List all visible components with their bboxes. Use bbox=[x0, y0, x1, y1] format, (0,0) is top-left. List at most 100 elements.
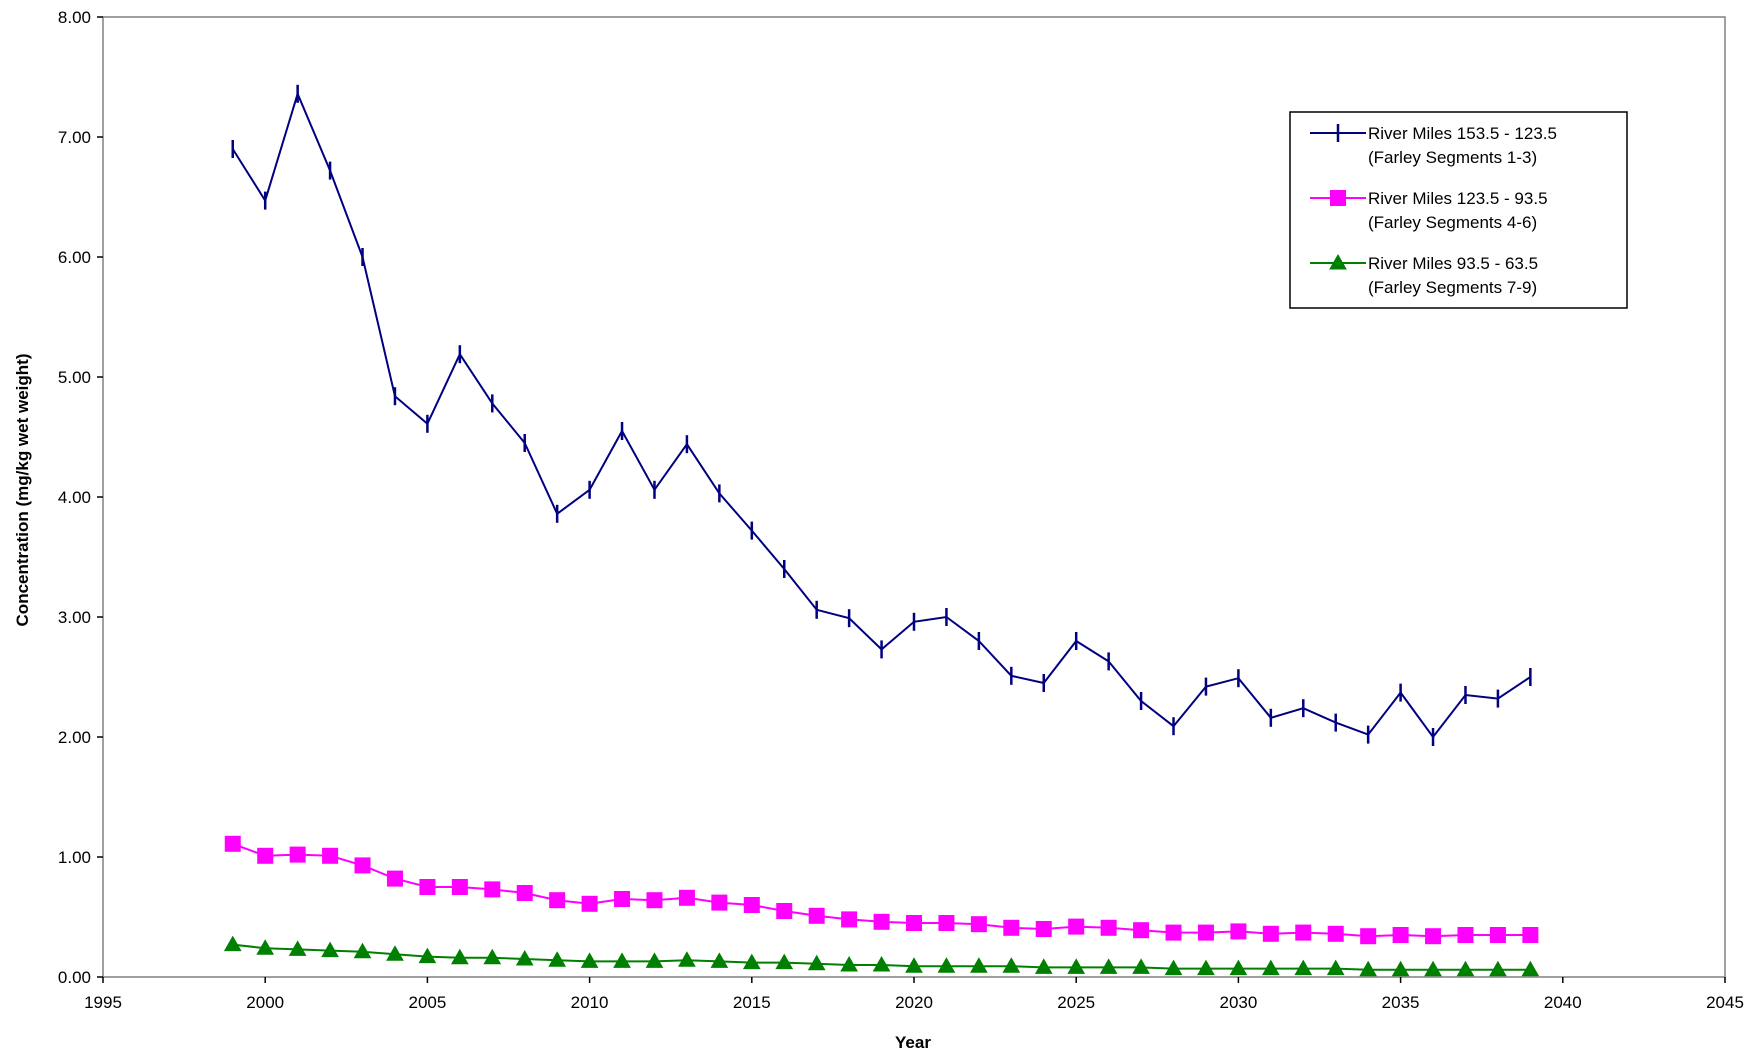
data-point bbox=[516, 885, 533, 901]
data-point bbox=[678, 951, 696, 967]
data-point bbox=[353, 942, 372, 959]
data-point bbox=[515, 949, 534, 966]
y-axis-title: Concentration (mg/kg wet weight) bbox=[13, 354, 32, 627]
y-tick-label: 7.00 bbox=[58, 128, 91, 147]
legend-label: River Miles 93.5 - 63.5 bbox=[1368, 254, 1538, 273]
data-point bbox=[1035, 921, 1052, 937]
data-point bbox=[1230, 923, 1247, 940]
data-point bbox=[742, 953, 761, 970]
legend-sublabel: (Farley Segments 4-6) bbox=[1368, 213, 1537, 232]
x-tick-label: 2010 bbox=[571, 993, 609, 1012]
legend-label: River Miles 153.5 - 123.5 bbox=[1368, 124, 1557, 143]
series-2 bbox=[224, 835, 1539, 945]
data-point bbox=[419, 879, 436, 895]
data-point bbox=[386, 945, 404, 961]
data-point bbox=[1067, 958, 1086, 974]
data-point bbox=[1197, 924, 1214, 941]
data-point bbox=[678, 889, 695, 906]
data-point bbox=[581, 895, 598, 912]
data-point bbox=[1360, 928, 1377, 945]
data-point bbox=[450, 948, 469, 965]
data-point bbox=[841, 911, 858, 928]
legend-sublabel: (Farley Segments 1-3) bbox=[1368, 148, 1537, 167]
y-tick-label: 2.00 bbox=[58, 728, 91, 747]
data-point bbox=[1294, 959, 1313, 976]
data-point bbox=[1132, 958, 1150, 974]
data-point bbox=[614, 891, 631, 907]
data-point bbox=[775, 953, 794, 970]
data-point bbox=[905, 957, 923, 973]
data-point bbox=[938, 915, 955, 931]
data-point bbox=[906, 915, 922, 931]
data-point bbox=[1197, 959, 1215, 976]
data-point bbox=[1034, 958, 1053, 974]
data-point bbox=[548, 951, 567, 967]
legend-swatch-marker bbox=[1330, 190, 1346, 206]
data-point bbox=[1133, 922, 1150, 939]
x-tick-label: 2045 bbox=[1706, 993, 1744, 1012]
data-point bbox=[872, 955, 891, 972]
x-axis: 1995 2000 2005 2010 2015 2020 2025 2030 2035 2040… bbox=[84, 977, 1744, 1012]
y-axis: 0.00 1.00 2.00 3.00 4.00 5.00 6.00 7.00 8.00 bbox=[58, 8, 103, 987]
x-tick-label: 2035 bbox=[1382, 993, 1420, 1012]
data-point bbox=[418, 947, 437, 964]
data-point bbox=[1392, 927, 1409, 943]
legend-item-3: River Miles 93.5 - 63.5 (Farley Segments … bbox=[1310, 253, 1538, 297]
y-tick-label: 8.00 bbox=[58, 8, 91, 27]
data-point bbox=[645, 952, 664, 968]
legend-sublabel: (Farley Segments 7-9) bbox=[1368, 278, 1537, 297]
data-point bbox=[257, 847, 274, 864]
data-point bbox=[808, 907, 825, 924]
data-point bbox=[1457, 927, 1474, 943]
y-tick-label: 0.00 bbox=[58, 968, 91, 987]
y-tick-label: 3.00 bbox=[58, 608, 91, 627]
data-point bbox=[223, 935, 242, 952]
data-point bbox=[484, 881, 501, 898]
data-point bbox=[289, 846, 306, 863]
data-point bbox=[549, 892, 566, 909]
legend-item-1: River Miles 153.5 - 123.5 (Farley Segment… bbox=[1310, 124, 1557, 167]
data-point bbox=[1002, 957, 1021, 973]
data-point bbox=[1003, 919, 1020, 936]
data-point bbox=[224, 835, 241, 852]
x-tick-label: 2005 bbox=[408, 993, 446, 1012]
data-point bbox=[1099, 958, 1118, 974]
data-point bbox=[1295, 924, 1312, 941]
data-point bbox=[1100, 919, 1117, 936]
data-point bbox=[1521, 960, 1540, 977]
data-point bbox=[1261, 959, 1280, 976]
data-point bbox=[1425, 928, 1442, 945]
x-tick-label: 1995 bbox=[84, 993, 122, 1012]
data-point bbox=[580, 952, 599, 968]
x-tick-label: 2015 bbox=[733, 993, 771, 1012]
legend-item-2: River Miles 123.5 - 93.5 (Farley Segments… bbox=[1310, 189, 1548, 232]
data-point bbox=[840, 955, 858, 972]
x-tick-label: 2000 bbox=[246, 993, 284, 1012]
data-point bbox=[776, 903, 793, 919]
y-tick-label: 4.00 bbox=[58, 488, 91, 507]
x-tick-label: 2040 bbox=[1544, 993, 1582, 1012]
x-axis-title: Year bbox=[895, 1033, 931, 1052]
data-point bbox=[710, 952, 729, 968]
data-point bbox=[256, 939, 275, 955]
data-point bbox=[321, 941, 339, 958]
data-point bbox=[1262, 925, 1279, 942]
series-layer bbox=[223, 84, 1540, 977]
y-tick-label: 6.00 bbox=[58, 248, 91, 267]
data-point bbox=[1068, 918, 1085, 935]
data-point bbox=[1456, 960, 1475, 977]
data-point bbox=[386, 870, 403, 887]
x-tick-label: 2020 bbox=[895, 993, 933, 1012]
data-point bbox=[613, 952, 631, 968]
data-point bbox=[970, 957, 988, 973]
legend-box bbox=[1289, 111, 1628, 309]
y-tick-label: 1.00 bbox=[58, 848, 91, 867]
data-point bbox=[1391, 960, 1410, 977]
data-point bbox=[451, 879, 468, 895]
data-point bbox=[1424, 960, 1442, 977]
data-point bbox=[288, 940, 307, 956]
data-point bbox=[1326, 959, 1345, 976]
data-point bbox=[1229, 959, 1248, 976]
legend-label: River Miles 123.5 - 93.5 bbox=[1368, 189, 1548, 208]
